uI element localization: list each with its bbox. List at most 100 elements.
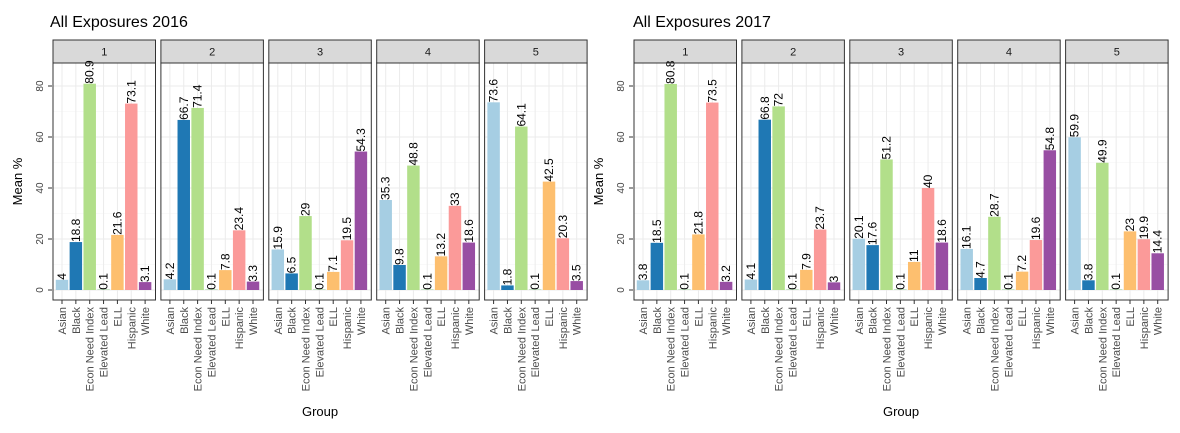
y-tick-label: 0 [35, 287, 46, 293]
data-label: 54.3 [354, 128, 368, 152]
bar-asian [487, 102, 500, 290]
data-label: 13.2 [434, 233, 448, 257]
data-label: 7.1 [326, 255, 340, 272]
data-label: 66.8 [758, 96, 772, 120]
panel-border [1065, 62, 1169, 301]
bar-white [827, 282, 841, 290]
x-tick-label: White [356, 307, 368, 335]
data-label: 15.9 [271, 226, 285, 250]
x-axis-label: Group [302, 404, 338, 419]
panel-border [268, 62, 372, 301]
facet-panel-3: 3 20.1 17.6 51.2 0.111 40 18.6 Asian Black Econ N… [849, 39, 953, 392]
x-tick-label: White [1045, 307, 1057, 335]
plot-background [1065, 63, 1169, 300]
x-tick-label: Asian [746, 307, 758, 335]
data-label: 4 [55, 273, 69, 280]
panel-border [376, 62, 480, 301]
facet-panel-2: 2 4.1 66.8 72 0.17.9 23.7 3 Asian Black Econ Need… [741, 39, 845, 391]
y-tick-label: 40 [616, 182, 627, 194]
panel-border [957, 62, 1061, 301]
panel-border [484, 62, 588, 301]
bar-black [866, 245, 879, 290]
x-tick-label: Asian [165, 307, 177, 335]
x-tick-label: Elevated Lead [1003, 307, 1015, 377]
bar-econ-need-index [299, 216, 312, 290]
data-label: 28.7 [987, 193, 1001, 217]
x-tick-label: Black [395, 307, 407, 334]
bar-ell [326, 271, 340, 290]
bar-hispanic [340, 240, 354, 290]
data-label: 0.1 [1001, 273, 1015, 290]
data-label: 3.2 [719, 265, 733, 282]
bar-hispanic [813, 229, 827, 290]
x-tick-label: Asian [638, 307, 650, 335]
data-label: 0.1 [678, 273, 692, 290]
data-label: 80.9 [83, 60, 97, 84]
x-tick-label: Elevated Lead [680, 307, 692, 377]
data-label: 0.1 [420, 273, 434, 290]
bar-econ-need-index [515, 126, 528, 290]
data-label: 11 [907, 249, 921, 262]
data-label: 19.5 [340, 217, 354, 241]
data-label: 71.4 [191, 84, 205, 108]
data-label: 0.1 [528, 273, 542, 290]
bar-asian [1068, 137, 1081, 290]
data-label: 7.9 [799, 253, 813, 270]
bar-black [501, 285, 514, 290]
data-label: 3.5 [570, 264, 584, 281]
x-tick-label: Black [179, 307, 191, 334]
data-label: 59.9 [1068, 114, 1082, 138]
x-tick-label: Hispanic [342, 307, 354, 350]
facet-strip-label: 1 [682, 47, 688, 59]
x-tick-label: Hispanic [126, 307, 138, 350]
bar-hispanic [125, 103, 138, 290]
data-label: 3.1 [138, 265, 152, 282]
bar-white [462, 242, 476, 290]
bar-hispanic [448, 205, 462, 290]
facet-panel-1: 1 4 18.8 80.9 0.1 21.6 73.1 3.1 Asian Black Econ N… [52, 39, 156, 391]
bar-hispanic [706, 102, 719, 290]
chart-title: All Exposures 2016 [50, 14, 188, 31]
data-label: 0.1 [204, 273, 218, 290]
bar-hispanic [921, 188, 935, 290]
data-label: 0.1 [1109, 273, 1123, 290]
bar-hispanic [1029, 240, 1043, 290]
bar-white [1043, 150, 1057, 290]
chart-title: All Exposures 2017 [633, 14, 771, 31]
bar-asian [379, 199, 392, 290]
bar-asian [163, 279, 177, 290]
data-label: 18.6 [462, 219, 476, 243]
facet-strip-label: 5 [1114, 47, 1120, 59]
bar-econ-need-index [664, 83, 677, 291]
x-tick-label: Econ Need Index [882, 307, 894, 392]
data-label: 66.7 [177, 96, 191, 120]
x-tick-label: White [829, 307, 841, 335]
bar-white [719, 281, 733, 290]
bar-econ-need-index [772, 106, 785, 291]
bar-ell [542, 181, 556, 290]
chart-1: All Exposures 2017 Mean % 0 20 40 60 80 Group 1 3… [591, 14, 1169, 419]
bar-ell [1123, 231, 1137, 290]
bar-hispanic [556, 238, 570, 290]
x-tick-label: Hispanic [234, 307, 246, 350]
x-tick-label: Econ Need Index [193, 307, 205, 392]
x-tick-label: White [464, 307, 476, 335]
x-tick-label: Hispanic [1031, 307, 1043, 350]
bar-black [69, 242, 83, 290]
bar-econ-need-index [1096, 162, 1109, 290]
bar-hispanic [1137, 239, 1151, 290]
x-tick-label: ELL [693, 307, 705, 327]
data-label: 51.2 [880, 136, 894, 160]
x-tick-label: White [1153, 307, 1165, 335]
x-tick-label: Asian [854, 307, 866, 335]
bar-econ-need-index [880, 159, 893, 290]
x-tick-label: Hispanic [707, 307, 719, 350]
x-tick-label: Asian [57, 307, 69, 335]
bar-asian [636, 280, 650, 290]
x-tick-label: White [140, 307, 152, 335]
plot-background [957, 63, 1061, 300]
data-label: 19.6 [1029, 216, 1043, 240]
x-tick-label: Elevated Lead [895, 307, 907, 377]
data-label: 54.8 [1043, 127, 1057, 151]
data-label: 21.8 [691, 211, 705, 235]
